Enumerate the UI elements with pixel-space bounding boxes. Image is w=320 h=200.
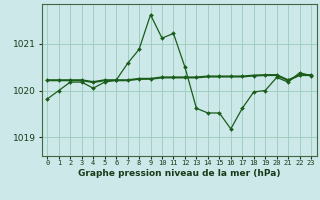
X-axis label: Graphe pression niveau de la mer (hPa): Graphe pression niveau de la mer (hPa)	[78, 169, 280, 178]
